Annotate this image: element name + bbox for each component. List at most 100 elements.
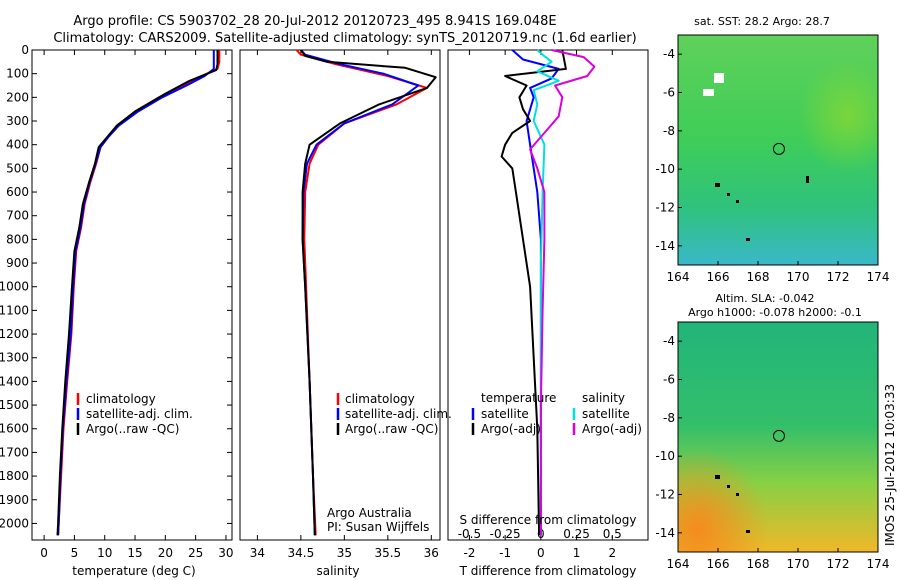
legend-label-argo: Argo(..raw -QC): [86, 422, 179, 436]
y-tick-label: 1800: [0, 469, 29, 483]
map-y-tick-label: -14: [655, 239, 675, 253]
sst-map-islands: [715, 176, 809, 241]
legend-label-satellite: satellite-adj. clim.: [86, 407, 193, 421]
top-x-tick-label: 0.25: [563, 527, 590, 541]
salinity-panel: 34 34.5 35 35.5 36 salinity climatology sate…: [239, 49, 452, 578]
y-tick-label: 1000: [0, 280, 29, 294]
map-y-tick-label: -6: [663, 86, 675, 100]
y-tick-label: 1200: [0, 327, 29, 341]
map-y-tick-label: -6: [663, 373, 675, 387]
y-tick-label: 600: [6, 185, 29, 199]
salinity-series: [295, 49, 437, 536]
temperature-panel: 0100200300400500600700800900100011001200…: [0, 43, 234, 578]
imos-stamp: IMOS 25-Jul-2012 10:03:33: [883, 384, 897, 546]
y-tick-label: 0: [21, 43, 29, 57]
island: [746, 238, 750, 241]
sla-map-title: Altim. SLA: -0.042: [715, 292, 814, 305]
x-tick-label: -1: [499, 546, 511, 560]
island: [736, 200, 739, 203]
y-tick-label: 2000: [0, 516, 29, 530]
legend-label-temp-argo: Argo(-adj): [481, 422, 541, 436]
x-tick-label: 1: [573, 546, 581, 560]
sla-map-panel: Altim. SLA: -0.042 Argo h1000: -0.078 h2…: [655, 292, 889, 571]
sst-map-title: sat. SST: 28.2 Argo: 28.7: [694, 15, 830, 28]
x-tick-label: 35.5: [374, 546, 401, 560]
series-line-climatology: [57, 50, 221, 536]
sla-map-argo-marker: [772, 429, 785, 442]
map-x-tick-label: 172: [827, 270, 850, 284]
salinity-xticks: 34 34.5 35 35.5 36: [250, 50, 439, 560]
y-tick-label: 100: [6, 67, 29, 81]
sst-map-land-gap-2: [714, 73, 724, 83]
y-tick-label: 1700: [0, 445, 29, 459]
y-tick-label: 1400: [0, 374, 29, 388]
y-tick-label: 300: [6, 114, 29, 128]
island: [736, 493, 739, 496]
legend-label-climatology: climatology: [345, 392, 415, 406]
map-x-tick-label: 174: [867, 270, 890, 284]
top-x-tick-label: -0.25: [490, 527, 521, 541]
y-tick-label: 1100: [0, 303, 29, 317]
map-y-tick-label: -12: [655, 488, 675, 502]
y-tick-label: 1600: [0, 422, 29, 436]
sla-map-high-patch: [678, 322, 878, 552]
map-x-tick-label: 164: [667, 557, 690, 571]
y-tick-label: 1500: [0, 398, 29, 412]
y-tick-label: 800: [6, 232, 29, 246]
map-x-tick-label: 168: [747, 557, 770, 571]
sst-map-xticks: 164 166 168 170 172 174: [667, 261, 890, 284]
series-line-argo-raw-qc-: [300, 49, 437, 536]
y-tick-label: 700: [6, 209, 29, 223]
y-tick-label: 1300: [0, 351, 29, 365]
differences-xlabel: T difference from climatology: [459, 564, 637, 578]
y-tick-label: 1900: [0, 493, 29, 507]
map-y-tick-label: -4: [663, 334, 675, 348]
sst-map-argo-marker: [772, 142, 785, 155]
map-y-tick-label: -4: [663, 47, 675, 61]
header-line1: Argo profile: CS 5903702_28 20-Jul-2012 …: [73, 14, 556, 29]
legend-label-temp-satellite: satellite: [481, 407, 529, 421]
sst-map-yticks: -4 -6 -8 -10 -12 -14: [655, 47, 682, 253]
sla-map-xticks: 164 166 168 170 172 174: [667, 548, 890, 571]
map-x-tick-label: 170: [787, 270, 810, 284]
differences-panel: -2 -1 0 1 2 -0.5 -0.25 0 0.25 0.5 T difference f…: [447, 49, 649, 578]
map-y-tick-label: -10: [655, 449, 675, 463]
temperature-legend: climatology satellite-adj. clim. Argo(..…: [76, 392, 193, 436]
legend-title-salinity: salinity: [582, 391, 625, 405]
island: [727, 485, 730, 488]
y-tick-label: 500: [6, 161, 29, 175]
series-line-argo-raw-qc-: [56, 50, 219, 536]
top-x-tick-label: 0.5: [603, 527, 622, 541]
x-tick-label: 2: [608, 546, 616, 560]
temperature-series: [56, 50, 221, 536]
legend-title-temperature: temperature: [481, 391, 556, 405]
legend-label-sal-argo: Argo(-adj): [582, 422, 642, 436]
y-tick-label: 400: [6, 138, 29, 152]
map-x-tick-label: 166: [707, 270, 730, 284]
x-tick-label: 0: [40, 546, 48, 560]
sst-map-warm-patch: [678, 35, 878, 265]
sla-map-yticks: -4 -6 -8 -10 -12 -14: [655, 334, 682, 540]
map-y-tick-label: -12: [655, 201, 675, 215]
x-tick-label: 5: [71, 546, 79, 560]
legend-label-argo: Argo(..raw -QC): [345, 422, 438, 436]
sst-map-land-gap: [703, 89, 714, 96]
temperature-frame: [31, 49, 233, 541]
island: [727, 193, 730, 196]
x-tick-label: 25: [188, 546, 203, 560]
header-line2: Climatology: CARS2009. Satellite-adjuste…: [53, 31, 636, 46]
series-line-temperature-argo-adj-: [500, 49, 567, 536]
temperature-yticks: 0 100 200 300 400 500 600 700 800 900 1000 1100 1200…: [0, 43, 232, 530]
y-tick-label: 900: [6, 256, 29, 270]
map-x-tick-label: 174: [867, 557, 890, 571]
differences-xlabel-top: S difference from climatology: [460, 513, 637, 527]
temperature-xlabel: temperature (deg C): [72, 564, 195, 578]
x-tick-label: 15: [127, 546, 142, 560]
map-y-tick-label: -14: [655, 526, 675, 540]
x-tick-label: 10: [97, 546, 112, 560]
legend-label-climatology: climatology: [86, 392, 156, 406]
map-y-tick-label: -8: [663, 124, 675, 138]
sst-map-panel: sat. SST: 28.2 Argo: 28.7 164 166 168 170 17…: [655, 15, 889, 284]
sst-map-frame: [677, 34, 879, 266]
